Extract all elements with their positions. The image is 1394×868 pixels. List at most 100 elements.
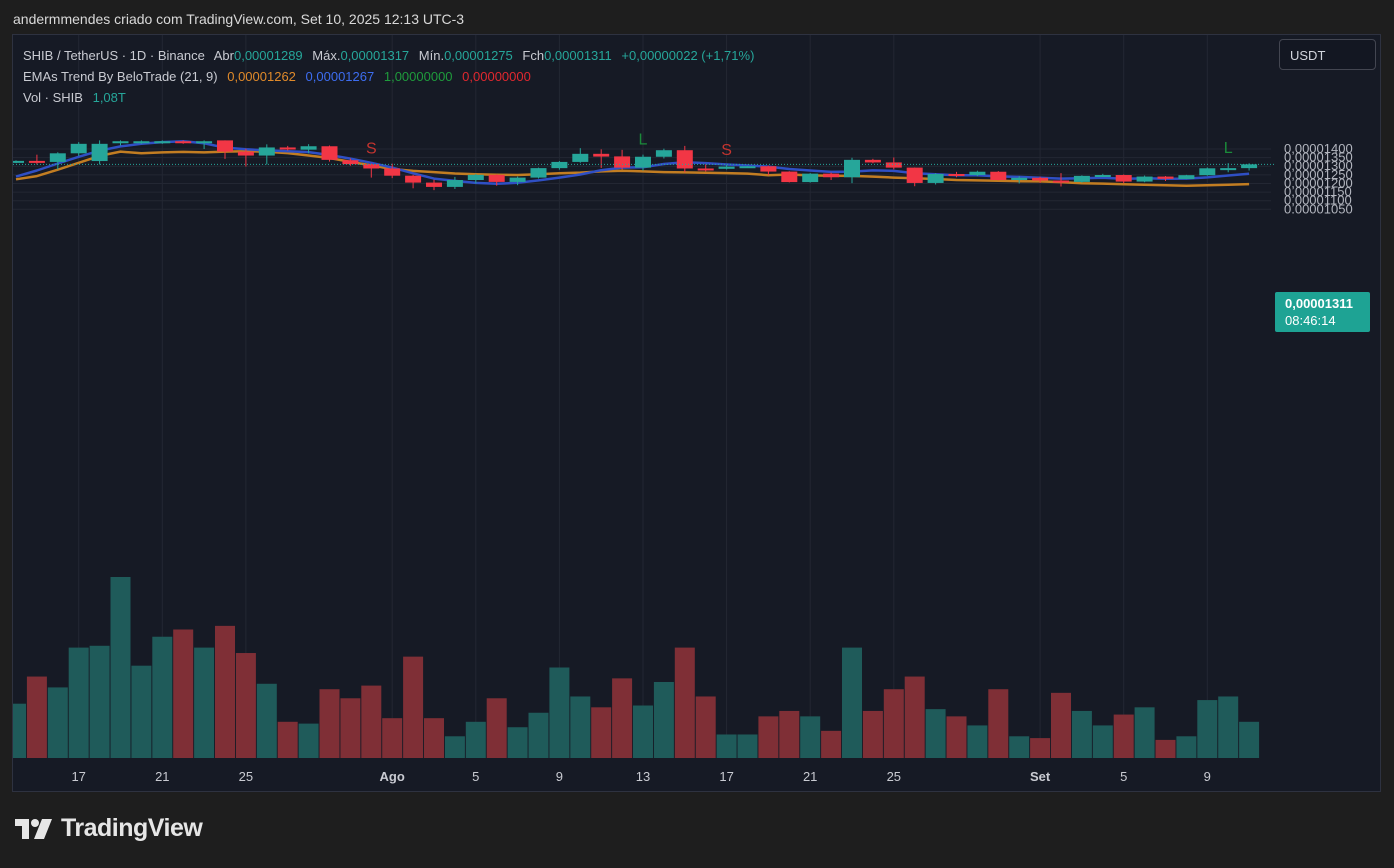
x-axis-tick-label: Set <box>1030 769 1051 784</box>
volume-bar <box>1197 700 1218 758</box>
candle-body <box>551 161 568 169</box>
volume-bar <box>507 727 528 758</box>
candle-body <box>488 174 505 182</box>
x-axis-tick-label: 5 <box>1120 769 1127 784</box>
candle-body <box>1053 180 1069 183</box>
ema-21-line <box>15 149 1250 187</box>
candle-body <box>196 141 213 144</box>
volume-bar <box>1155 739 1176 758</box>
candle-body <box>990 171 1007 181</box>
candle-body <box>864 159 881 163</box>
volume-bar <box>47 687 68 758</box>
candle-body <box>614 156 631 168</box>
candle-body <box>1032 177 1049 181</box>
chart-caption: andermmendes criado com TradingView.com,… <box>13 11 465 27</box>
volume-bar <box>194 647 215 758</box>
candle-body <box>1157 176 1174 179</box>
x-axis-tick-label: 21 <box>155 769 169 784</box>
x-axis-tick-label: 17 <box>71 769 85 784</box>
ema-9-line <box>15 139 1250 186</box>
candle-body <box>948 173 965 176</box>
candle-body <box>70 143 87 154</box>
legend-ohlc-row: SHIB / TetherUS · 1D · Binance Abr0,0000… <box>23 45 760 66</box>
volume-bar <box>1009 736 1030 758</box>
volume-bar <box>779 710 800 758</box>
candle-body <box>321 146 338 160</box>
volume-bar <box>319 689 340 758</box>
volume-bar <box>821 730 842 758</box>
legend-low: 0,00001275 <box>444 48 513 63</box>
sell-signal-label: S <box>721 142 732 159</box>
sell-signal-label: S <box>366 141 377 158</box>
legend-ema-value-3: 1,00000000 <box>383 69 453 84</box>
candlestick-chart[interactable]: SLS L 0,000014000,000013500,000013000,0000… <box>13 35 1380 791</box>
candle-body <box>718 166 735 169</box>
candle-body <box>112 141 129 144</box>
legend-vol-name[interactable]: Vol · SHIB <box>23 90 83 105</box>
candle-body <box>405 175 422 183</box>
candle-body <box>572 153 589 162</box>
chart-legend: SHIB / TetherUS · 1D · Binance Abr0,0000… <box>23 45 760 108</box>
candle-body <box>927 173 944 183</box>
volume-bar <box>633 705 653 758</box>
volume-bar <box>1113 714 1134 758</box>
volume-bar <box>1030 738 1051 758</box>
legend-ema-value-2: 0,00001267 <box>305 69 375 84</box>
volume-bar <box>131 665 152 758</box>
candle-body <box>300 146 317 150</box>
candle-body <box>467 174 484 181</box>
candle-body <box>1241 164 1258 169</box>
volume-bar <box>758 716 779 758</box>
candle-body <box>91 143 108 162</box>
volume-bar <box>256 683 277 758</box>
volume-bar <box>382 718 403 758</box>
volume-bar <box>695 696 716 758</box>
candle-body <box>697 168 714 171</box>
last-price-value: 0,00001311 <box>1285 296 1353 311</box>
volume-bar <box>89 645 110 758</box>
candle-body <box>530 168 547 178</box>
chart-panel[interactable]: S L S L 0,00001400 0,00001350 0,00001300 0,0000… <box>12 34 1381 792</box>
volume-bar <box>988 689 1009 758</box>
volume-bar <box>653 681 674 758</box>
volume-bar <box>361 685 382 758</box>
candle-body <box>885 162 902 168</box>
candle-body <box>635 156 651 168</box>
volume-bar <box>340 698 361 758</box>
candle-body <box>237 151 254 156</box>
candle-body <box>175 141 192 144</box>
candle-body <box>802 173 819 183</box>
candle-body <box>906 167 923 183</box>
volume-bar <box>403 656 424 758</box>
volume-bar <box>235 653 256 758</box>
volume-bar <box>737 734 758 758</box>
volume-bar <box>946 716 967 758</box>
legend-high-label: Máx. <box>312 48 341 63</box>
candle-body <box>969 171 986 176</box>
legend-ema-value-4: 0,00000000 <box>462 69 531 84</box>
x-axis-tick-label: 13 <box>636 769 650 784</box>
y-axis-tick-label: 0,00001100 <box>1284 193 1352 208</box>
volume-bar <box>68 647 89 758</box>
y-axis-tick-label: 0,00001400 <box>1284 141 1353 156</box>
candle-body <box>509 177 526 182</box>
candle-body <box>363 164 380 169</box>
legend-symbol[interactable]: SHIB / TetherUS · 1D · Binance <box>23 48 205 63</box>
volume-bar <box>904 676 925 758</box>
volume-bar <box>215 625 235 758</box>
currency-button[interactable]: USDT <box>1279 39 1376 70</box>
candle-body <box>446 180 463 187</box>
volume-bar <box>13 703 26 758</box>
candle-body <box>1011 177 1028 181</box>
tradingview-logo[interactable]: TradingView <box>15 814 203 843</box>
candle-body <box>133 141 150 144</box>
candle-body <box>258 147 275 156</box>
candle-body <box>426 182 442 187</box>
y-axis-tick-label: 0,00001200 <box>1284 175 1353 190</box>
legend-open: 0,00001289 <box>233 48 303 63</box>
legend-ema-name[interactable]: EMAs Trend By BeloTrade (21, 9) <box>23 69 218 84</box>
volume-bar <box>862 710 883 758</box>
volume-bar <box>612 678 633 758</box>
buy-signal-label: L <box>639 132 648 149</box>
volume-bar <box>277 721 298 758</box>
